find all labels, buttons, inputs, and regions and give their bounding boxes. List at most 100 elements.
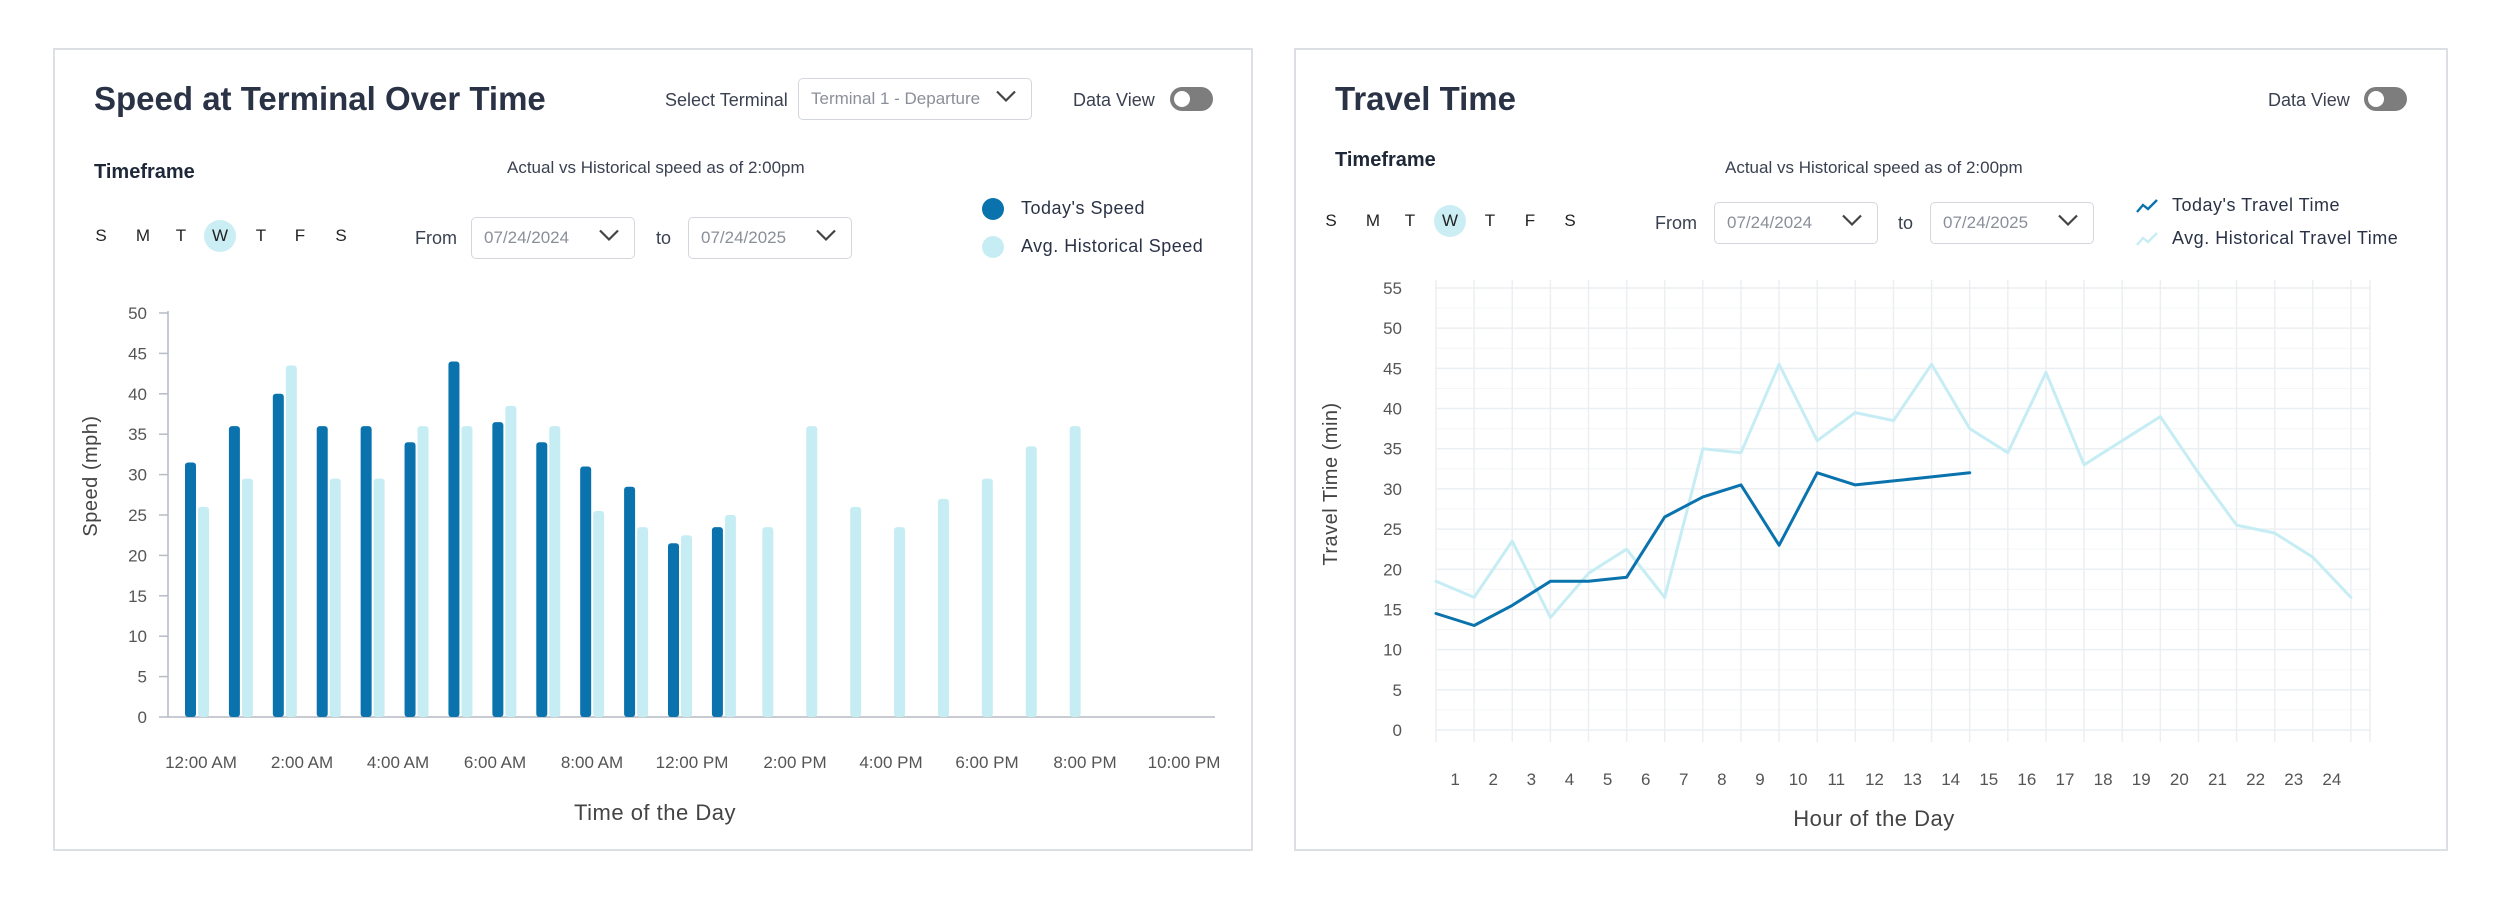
bar-historical [505,405,517,717]
chart-subtitle: Actual vs Historical speed as of 2:00pm [1725,158,2023,177]
bar-historical [937,498,949,717]
day-sunday[interactable]: S [95,226,107,245]
data-view-toggle[interactable] [2364,87,2407,111]
x-tick-label: 4 [1565,770,1574,789]
x-tick-label: 22 [2246,770,2265,789]
bar-today [580,466,592,717]
x-tick-label: 4:00 AM [367,753,429,772]
bar-today [492,422,504,717]
bar-historical [724,515,736,717]
bar-historical [241,478,253,717]
x-tick-label: 12 [1865,770,1884,789]
from-label: From [415,228,457,248]
x-tick-label: 10:00 PM [1148,753,1221,772]
from-date-select[interactable]: 07/24/2024 [471,217,635,259]
to-label: to [1898,213,1914,233]
day-wednesday-selected[interactable]: W [204,220,236,252]
legend-historical-label: Avg. Historical Travel Time [2172,228,2399,248]
y-tick-label: 45 [128,344,147,363]
day-thursday[interactable]: T [1484,211,1496,230]
bar-today [272,393,284,717]
chevron-down-icon [2057,214,2079,233]
day-tuesday[interactable]: T [1404,211,1416,230]
x-tick-label: 8:00 AM [561,753,623,772]
data-view-label: Data View [2268,90,2350,110]
bar-historical [549,426,561,717]
bar-historical [1025,446,1037,717]
day-saturday[interactable]: S [1564,211,1576,230]
bar-historical [373,478,385,717]
day-wednesday-selected[interactable]: W [1434,205,1466,237]
bar-today [448,361,460,717]
to-date-select[interactable]: 07/24/2025 [1930,202,2094,244]
x-tick-label: 20 [2170,770,2189,789]
y-axis-title: Speed (mph) [80,415,102,536]
y-tick-label: 5 [138,668,147,687]
to-label: to [656,228,672,248]
day-saturday[interactable]: S [335,226,347,245]
y-tick-label: 15 [1383,600,1402,619]
bar-historical [1069,426,1081,717]
legend-historical-line-icon [2136,232,2158,246]
x-axis-title: Time of the Day [574,800,736,825]
legend-today-line-icon [2136,199,2158,213]
terminal-select[interactable]: Terminal 1 - Departure [798,78,1032,120]
x-tick-label: 11 [1827,770,1845,789]
y-tick-label: 25 [128,506,147,525]
legend-today-swatch [982,198,1004,220]
day-sunday[interactable]: S [1325,211,1337,230]
legend-historical-label: Avg. Historical Speed [1021,236,1204,256]
y-tick-label: 20 [1383,560,1402,579]
chevron-down-icon [1841,214,1863,233]
bar-today [624,486,636,717]
bar-today [711,527,723,717]
x-tick-label: 18 [2094,770,2113,789]
x-tick-label: 14 [1941,770,1960,789]
y-tick-label: 10 [128,627,147,646]
y-tick-label: 15 [128,587,147,606]
x-tick-label: 1 [1450,770,1459,789]
select-terminal-label: Select Terminal [665,90,788,110]
bar-historical [894,527,906,717]
x-tick-label: 6:00 AM [464,753,526,772]
day-thursday[interactable]: T [255,226,267,245]
bar-historical [461,426,473,717]
y-tick-label: 35 [1383,440,1402,459]
from-date-select[interactable]: 07/24/2024 [1714,202,1878,244]
day-friday[interactable]: F [1524,211,1536,230]
bar-today [404,442,416,717]
bar-historical [329,478,341,717]
chevron-down-icon [815,229,837,248]
y-tick-label: 50 [1383,319,1402,338]
y-tick-label: 10 [1383,641,1402,660]
bar-historical [681,535,692,717]
x-tick-label: 6 [1641,770,1650,789]
x-tick-label: 4:00 PM [859,753,922,772]
y-tick-label: 40 [1383,400,1402,419]
x-tick-label: 6:00 PM [955,753,1018,772]
x-tick-label: 15 [1979,770,1998,789]
x-tick-label: 16 [2017,770,2036,789]
day-monday[interactable]: M [1365,211,1381,230]
bar-today [536,442,548,717]
bar-historical [637,527,649,717]
y-tick-label: 50 [128,304,147,323]
timeframe-label: Timeframe [94,161,195,183]
y-tick-label: 35 [128,425,147,444]
x-tick-label: 21 [2208,770,2227,789]
line-historical-travel-time [1434,362,2353,619]
day-tuesday[interactable]: T [175,226,187,245]
y-tick-label: 25 [1383,520,1402,539]
x-tick-label: 2:00 PM [763,753,826,772]
bar-historical [198,506,209,717]
y-tick-label: 45 [1383,359,1402,378]
bar-historical [981,478,993,717]
chart-subtitle: Actual vs Historical speed as of 2:00pm [507,158,805,177]
bar-historical [593,510,605,717]
line-today-travel-time [1434,471,1972,627]
data-view-toggle[interactable] [1170,87,1213,111]
day-friday[interactable]: F [294,226,306,245]
to-date-select[interactable]: 07/24/2025 [688,217,852,259]
legend-today-label: Today's Travel Time [2172,195,2340,215]
day-monday[interactable]: M [135,226,151,245]
